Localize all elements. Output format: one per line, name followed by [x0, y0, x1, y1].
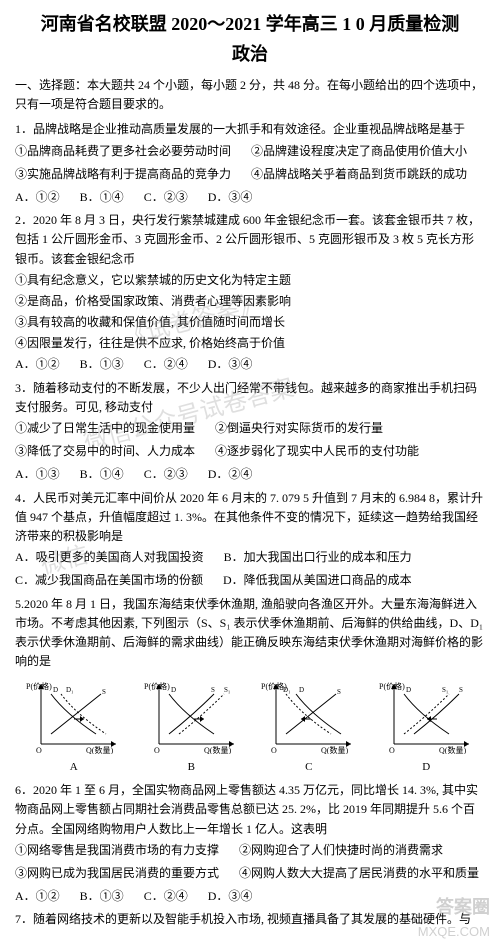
q1-text: 1．品牌战略是企业推动高质量发展的一大抓手和有效途径。企业重视品牌战略是基于 — [15, 120, 485, 139]
svg-text:O: O — [154, 746, 160, 754]
svg-text:S₁: S₁ — [224, 686, 230, 694]
chart-B-label: B — [141, 761, 241, 773]
chart-C: P(价格) Q(数量) O D₁ D S C — [259, 679, 359, 773]
svg-text:D₁: D₁ — [66, 686, 74, 694]
chart-A: P(价格) Q(数量) O D D₁ S A — [24, 679, 124, 773]
svg-text:Q(数量): Q(数量) — [86, 745, 113, 754]
q3-sub2: ②倒逼央行对实际货币的发行量 — [215, 419, 383, 438]
svg-text:S₁: S₁ — [442, 686, 448, 694]
q2-sub2: ②是商品，价格受国家政策、消费者心理等因素影响 — [15, 292, 485, 311]
q4-optC: C．减少我国商品在美国市场的份额 — [15, 571, 203, 590]
svg-text:D₁: D₁ — [283, 686, 291, 694]
svg-text:S: S — [337, 688, 341, 696]
q3-sub3: ③降低了交易中的时间、人力成本 — [15, 442, 195, 461]
svg-text:S: S — [459, 686, 463, 694]
question-4: 4．人民币对美元汇率中间价从 2020 年 6 月末的 7. 079 5 升值到… — [15, 489, 485, 591]
question-6: 6．2020 年 1 至 6 月，全国实物商品网上零售额达 4.35 万亿元，同… — [15, 781, 485, 906]
q3-text: 3．随着移动支付的不断发展，不少人出门经常不带钱包。越来越多的商家推出手机扫码支… — [15, 379, 485, 417]
q1-optC: C．②③ — [144, 188, 188, 207]
q3-optC: C．②③ — [144, 465, 188, 484]
q6-sub4: ④网购人数大大提高了居民消费的水平和质量 — [239, 864, 479, 883]
q2-text: 2．2020 年 8 月 3 日，央行发行紫禁城建成 600 年金银纪念币一套。… — [15, 211, 485, 269]
section-instructions: 一、选择题：本大题共 24 个小题，每小题 2 分，共 48 分。在每小题给出的… — [15, 76, 485, 114]
svg-text:D: D — [406, 686, 411, 694]
exam-subject: 政治 — [15, 40, 485, 66]
q1-sub3: ③实施品牌战略有利于提高商品的竞争力 — [15, 165, 231, 184]
q1-sub1: ①品牌商品耗费了更多社会必要劳动时间 — [15, 142, 231, 161]
q6-optB: B．①③ — [80, 887, 124, 906]
q3-optD: D．②④ — [208, 465, 253, 484]
q2-optA: A．①② — [15, 355, 60, 374]
svg-text:O: O — [36, 746, 42, 754]
question-5: 5.2020 年 8 月 1 日，我国东海结束伏季休渔期, 渔船驶向各渔区开外。… — [15, 595, 485, 672]
q6-optA: A．①② — [15, 887, 60, 906]
question-1: 1．品牌战略是企业推动高质量发展的一大抓手和有效途径。企业重视品牌战略是基于 ①… — [15, 120, 485, 207]
chart-D: P(价格) Q(数量) O D S₁ S D — [376, 679, 476, 773]
svg-text:P(价格): P(价格) — [144, 681, 170, 691]
q6-text: 6．2020 年 1 至 6 月，全国实物商品网上零售额达 4.35 万亿元，同… — [15, 781, 485, 839]
q6-sub2: ②网购迎合了人们快捷时尚的消费需求 — [239, 841, 443, 860]
svg-text:S: S — [102, 688, 106, 696]
chart-D-label: D — [376, 761, 476, 773]
question-3: 3．随着移动支付的不断发展，不少人出门经常不带钱包。越来越多的商家推出手机扫码支… — [15, 379, 485, 485]
q4-text: 4．人民币对美元汇率中间价从 2020 年 6 月末的 7. 079 5 升值到… — [15, 489, 485, 547]
exam-title: 河南省名校联盟 2020～2021 学年高三 1 0 月质量检测 — [15, 10, 485, 36]
q7-text: 7．随着网络技术的更新以及智能手机投入市场, 视频直播具备了其发展的基础硬件。与 — [15, 910, 485, 929]
svg-text:D: D — [53, 686, 58, 694]
chart-B: P(价格) Q(数量) O D S S₁ B — [141, 679, 241, 773]
chart-A-label: A — [24, 761, 124, 773]
q3-optA: A．①③ — [15, 465, 60, 484]
svg-text:Q(数量): Q(数量) — [439, 745, 466, 754]
q1-sub4: ④品牌战略关乎着商品到货币跳跃的成功 — [251, 165, 467, 184]
svg-text:O: O — [389, 746, 395, 754]
q6-sub1: ①网络零售是我国消费市场的有力支撑 — [15, 841, 219, 860]
q3-sub4: ④逐步弱化了现实中人民币的支付功能 — [215, 442, 419, 461]
svg-text:P(价格): P(价格) — [26, 681, 52, 691]
question-2: 2．2020 年 8 月 3 日，央行发行紫禁城建成 600 年金银纪念币一套。… — [15, 211, 485, 375]
svg-text:P(价格): P(价格) — [379, 681, 405, 691]
svg-text:O: O — [271, 746, 277, 754]
q3-sub1: ①减少了日常生活中的现金使用量 — [15, 419, 195, 438]
q3-optB: B．①④ — [80, 465, 124, 484]
q2-sub1: ①具有纪念意义，它以紫禁城的历史文化为特定主题 — [15, 271, 485, 290]
q6-sub3: ③网购已成为我国居民消费的重要方式 — [15, 864, 219, 883]
q6-optD: D．③④ — [208, 887, 253, 906]
svg-text:Q(数量): Q(数量) — [204, 745, 231, 754]
q4-optB: B．加大我国出口行业的成本和压力 — [224, 548, 412, 567]
q2-optD: D．③④ — [208, 355, 253, 374]
svg-text:Q(数量): Q(数量) — [321, 745, 348, 754]
q5-text: 5.2020 年 8 月 1 日，我国东海结束伏季休渔期, 渔船驶向各渔区开外。… — [15, 595, 485, 672]
q4-optA: A．吸引更多的美国商人对我国投资 — [15, 548, 204, 567]
q1-optA: A．①② — [15, 188, 60, 207]
charts-row: P(价格) Q(数量) O D D₁ S A P(价格) Q(数量) O D — [15, 679, 485, 773]
question-7: 7．随着网络技术的更新以及智能手机投入市场, 视频直播具备了其发展的基础硬件。与 — [15, 910, 485, 929]
corner-logo-text: 答案圈 — [436, 893, 490, 919]
q4-optD: D．降低我国从美国进口商品的成本 — [223, 571, 412, 590]
svg-text:S: S — [211, 686, 215, 694]
q2-sub3: ③具有较高的收藏和保值价值, 其价值随时间而增长 — [15, 313, 485, 332]
q2-optC: C．②④ — [144, 355, 188, 374]
svg-text:D: D — [299, 686, 304, 694]
q1-optB: B．①④ — [80, 188, 124, 207]
chart-C-label: C — [259, 761, 359, 773]
q2-sub4: ④因限量发行，往往是供不应求, 价格始终高于价值 — [15, 334, 485, 353]
q2-optB: B．①③ — [80, 355, 124, 374]
q1-sub2: ②品牌建设程度决定了商品使用价值大小 — [251, 142, 467, 161]
q6-optC: C．②④ — [144, 887, 188, 906]
q1-optD: D．③④ — [208, 188, 253, 207]
corner-logo-url: MXQE.COM — [418, 924, 490, 939]
svg-text:D: D — [171, 686, 176, 694]
